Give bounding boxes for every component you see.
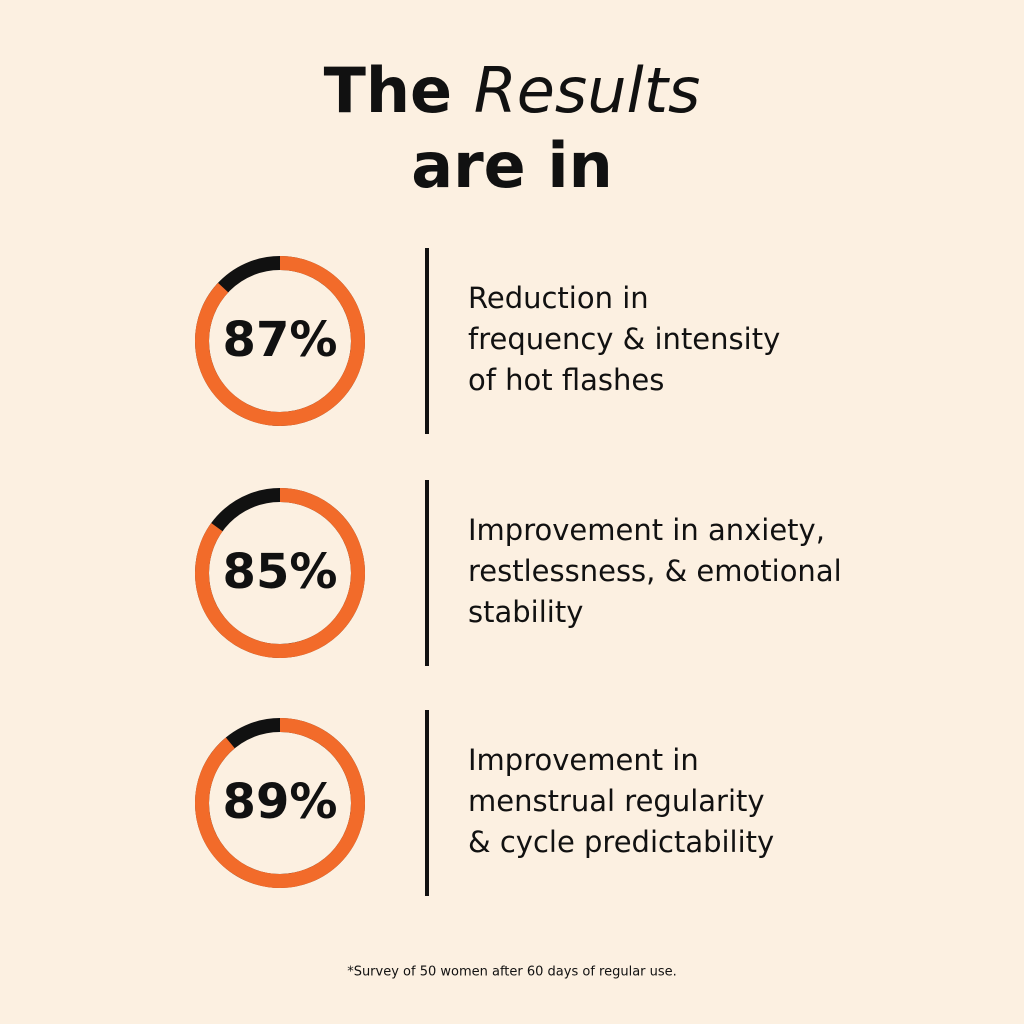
ring-progress bbox=[195, 718, 365, 888]
stat-percent: 87% bbox=[223, 312, 338, 368]
footnote: *Survey of 50 women after 60 days of reg… bbox=[347, 965, 677, 980]
stat-percent: 85% bbox=[223, 544, 338, 600]
stat-description: Improvement in anxiety, bbox=[468, 513, 825, 547]
stat-description: & cycle predictability bbox=[468, 825, 774, 859]
stat-percent: 89% bbox=[223, 774, 338, 830]
stat-description: of hot flashes bbox=[468, 363, 664, 397]
title-line-1: The Results bbox=[324, 54, 701, 127]
stat-description: Improvement in bbox=[468, 743, 699, 777]
title-italic: Results bbox=[474, 54, 701, 127]
title-plain: The bbox=[324, 54, 452, 127]
stat-description: frequency & intensity bbox=[468, 322, 780, 356]
stat-description: menstrual regularity bbox=[468, 784, 765, 818]
ring-progress bbox=[195, 256, 365, 426]
stat-description: Reduction in bbox=[468, 281, 649, 315]
title-line-2: are in bbox=[411, 129, 612, 202]
stat-description: restlessness, & emotional bbox=[468, 554, 842, 588]
stat-description: stability bbox=[468, 595, 583, 629]
ring-progress bbox=[195, 488, 365, 658]
